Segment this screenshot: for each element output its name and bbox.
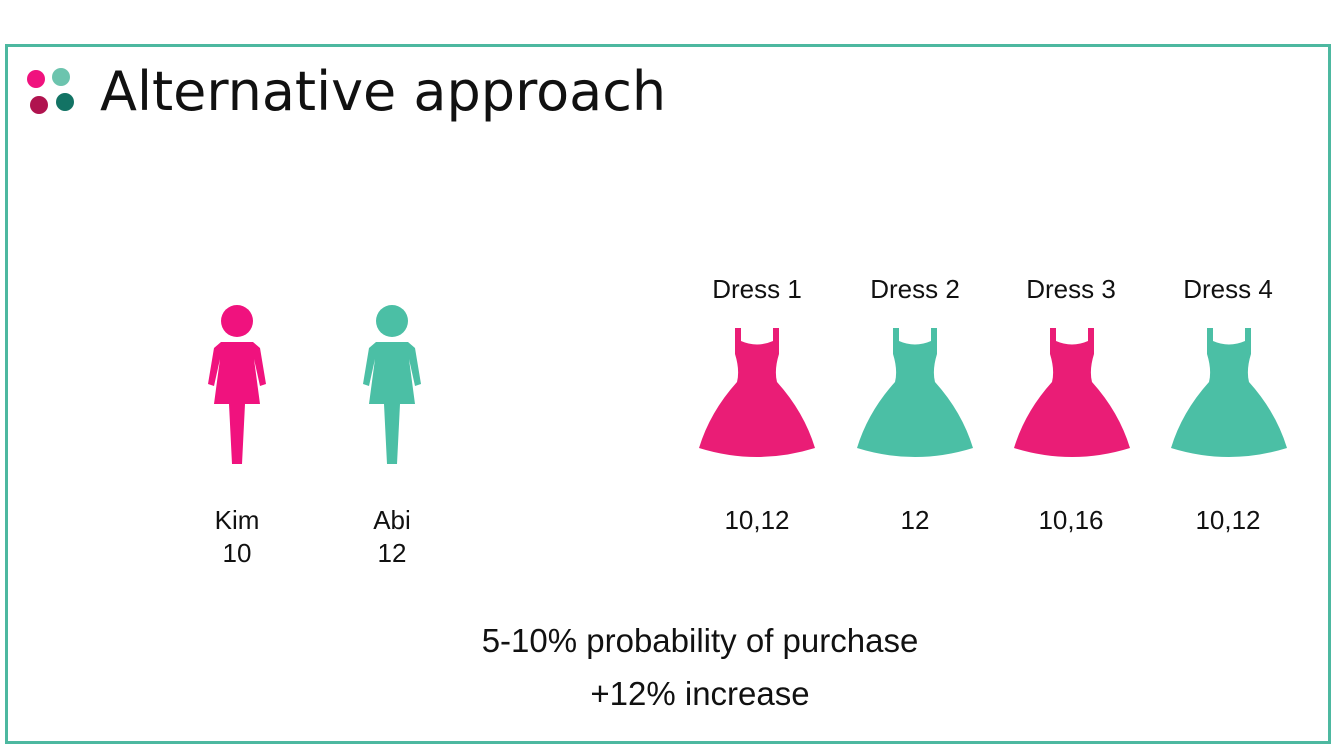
dress-icon-3 <box>1014 328 1130 457</box>
person-name: Kim <box>214 505 260 535</box>
dress-icon-1 <box>699 328 815 457</box>
dress-name: Dress 2 <box>870 274 960 304</box>
slide-title: Alternative approach <box>100 60 667 123</box>
woman-icon-kim <box>208 305 266 464</box>
summary-probability: 5-10% probability of purchase <box>481 622 919 659</box>
dress-icon-2 <box>857 328 973 457</box>
dress-sizes: 10,12 <box>724 505 790 535</box>
dress-name: Dress 1 <box>712 274 802 304</box>
person-name: Abi <box>373 505 411 535</box>
logo-dot-pink <box>27 70 45 88</box>
dress-name: Dress 4 <box>1183 274 1273 304</box>
dress-sizes: 10,12 <box>1195 505 1261 535</box>
dress-sizes: 10,16 <box>1038 505 1104 535</box>
logo-dots-icon <box>25 68 77 116</box>
slide-frame <box>5 44 1331 744</box>
person-size: 12 <box>377 538 407 568</box>
logo-dot-dark-red <box>30 96 48 114</box>
dress-sizes: 12 <box>900 505 930 535</box>
summary-increase: +12% increase <box>590 675 810 712</box>
logo-dot-teal <box>52 68 70 86</box>
dress-name: Dress 3 <box>1026 274 1116 304</box>
logo-dot-dark-teal <box>56 93 74 111</box>
dress-icon-4 <box>1171 328 1287 457</box>
person-size: 10 <box>222 538 252 568</box>
woman-icon-abi <box>363 305 421 464</box>
